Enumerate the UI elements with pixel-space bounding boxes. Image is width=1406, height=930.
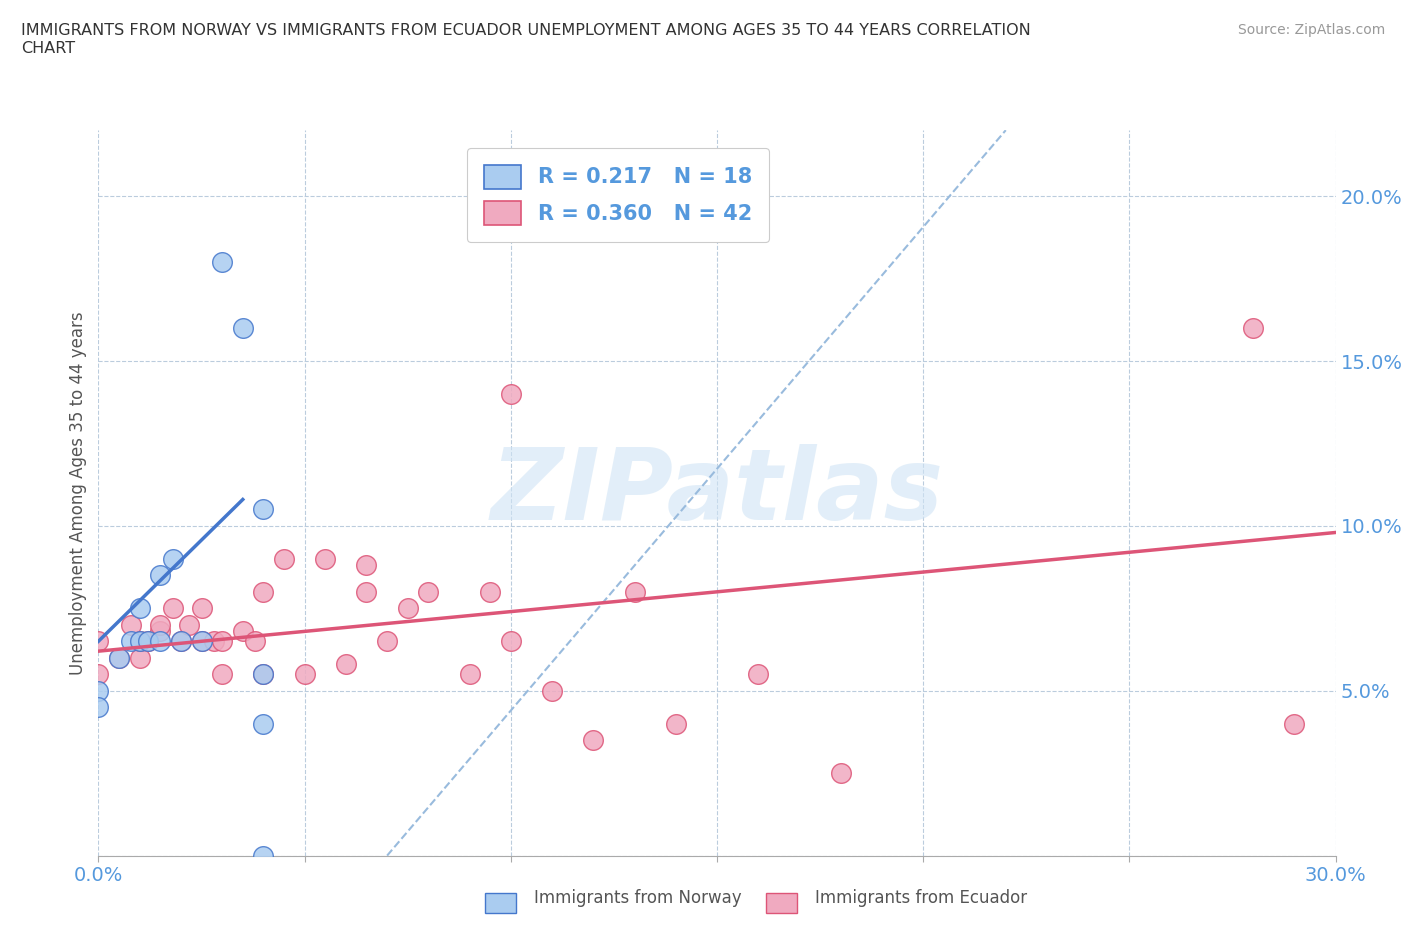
Point — [232, 624, 254, 639]
Text: ZIPatlas: ZIPatlas — [491, 445, 943, 541]
Point — [149, 624, 172, 639]
Point — [623, 584, 645, 599]
Point — [202, 634, 225, 649]
Point — [190, 634, 212, 649]
Point — [87, 699, 110, 714]
Point — [356, 584, 378, 599]
Point — [243, 634, 266, 649]
Point — [108, 650, 131, 665]
Point — [314, 551, 336, 566]
Point — [162, 601, 184, 616]
Point — [375, 634, 398, 649]
Legend: R = 0.217   N = 18, R = 0.360   N = 42: R = 0.217 N = 18, R = 0.360 N = 42 — [467, 148, 769, 242]
Point — [499, 634, 522, 649]
Point — [162, 551, 184, 566]
Point — [108, 650, 131, 665]
Text: Immigrants from Ecuador: Immigrants from Ecuador — [815, 889, 1028, 907]
Point — [252, 716, 274, 731]
Point — [252, 584, 274, 599]
Point — [1284, 716, 1306, 731]
Point — [179, 618, 201, 632]
Point — [830, 765, 852, 780]
Point — [499, 387, 522, 402]
Point — [458, 667, 481, 682]
Point — [170, 634, 193, 649]
Point — [149, 568, 172, 583]
Point — [356, 558, 378, 573]
Point — [120, 618, 142, 632]
Point — [170, 634, 193, 649]
Point — [252, 848, 274, 863]
Y-axis label: Unemployment Among Ages 35 to 44 years: Unemployment Among Ages 35 to 44 years — [69, 312, 87, 674]
Point — [252, 667, 274, 682]
Point — [479, 584, 502, 599]
Point — [128, 634, 150, 649]
Point — [1241, 321, 1264, 336]
Point — [273, 551, 295, 566]
Point — [541, 684, 564, 698]
Point — [252, 502, 274, 517]
Point — [190, 601, 212, 616]
Point — [149, 618, 172, 632]
Point — [747, 667, 769, 682]
Text: IMMIGRANTS FROM NORWAY VS IMMIGRANTS FROM ECUADOR UNEMPLOYMENT AMONG AGES 35 TO : IMMIGRANTS FROM NORWAY VS IMMIGRANTS FRO… — [21, 23, 1031, 56]
Point — [136, 634, 159, 649]
Point — [211, 634, 233, 649]
Point — [232, 321, 254, 336]
Point — [87, 667, 110, 682]
Point — [149, 634, 172, 649]
Point — [252, 667, 274, 682]
Text: Immigrants from Norway: Immigrants from Norway — [534, 889, 742, 907]
Point — [136, 634, 159, 649]
Point — [294, 667, 316, 682]
Point — [128, 601, 150, 616]
Point — [335, 657, 357, 671]
Point — [120, 634, 142, 649]
Point — [87, 684, 110, 698]
Point — [582, 733, 605, 748]
Point — [128, 634, 150, 649]
Point — [190, 634, 212, 649]
Point — [87, 634, 110, 649]
Point — [211, 667, 233, 682]
Point — [665, 716, 688, 731]
Point — [211, 255, 233, 270]
Point — [128, 650, 150, 665]
Point — [396, 601, 419, 616]
Text: Source: ZipAtlas.com: Source: ZipAtlas.com — [1237, 23, 1385, 37]
Point — [418, 584, 440, 599]
